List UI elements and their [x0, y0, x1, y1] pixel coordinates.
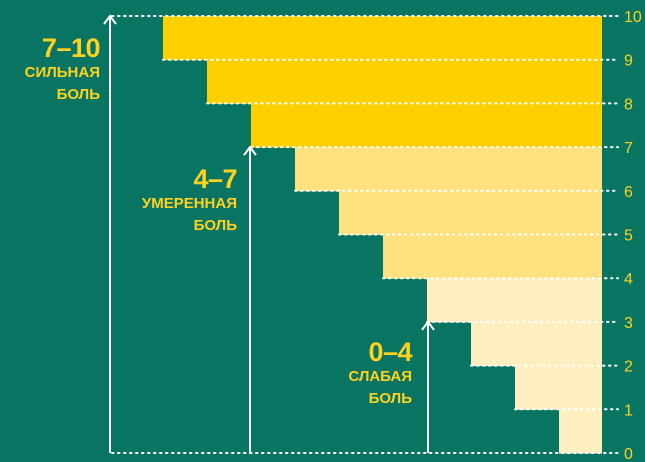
level-label-5: 5	[624, 228, 633, 245]
band-label-moderate: 4–7 УМЕРЕННАЯ БОЛЬ	[100, 164, 238, 237]
level-label-10: 10	[624, 9, 642, 26]
level-label-7: 7	[624, 140, 633, 157]
band-label-severe: 7–10 СИЛЬНАЯ БОЛЬ	[10, 33, 101, 106]
arrow-moderate-head	[243, 145, 257, 156]
level-label-1: 1	[624, 402, 633, 419]
level-label-4: 4	[624, 271, 633, 288]
level-label-9: 9	[624, 53, 633, 70]
scale-row-0-1	[559, 409, 602, 454]
band-range-mild: 0–4	[368, 337, 412, 367]
scale-row-1-2	[515, 365, 602, 410]
level-label-2: 2	[624, 359, 633, 376]
band-word-mild-2: БОЛЬ	[368, 390, 412, 408]
band-word-severe-1: СИЛЬНАЯ	[24, 64, 100, 82]
scale-row-3-4	[427, 278, 602, 323]
scale-row-9-10	[163, 16, 602, 61]
level-label-3: 3	[624, 315, 633, 332]
arrow-severe-head	[103, 14, 117, 25]
band-word-moderate-2: БОЛЬ	[193, 217, 237, 235]
scale-row-7-8	[251, 103, 602, 148]
band-label-mild: 0–4 СЛАБАЯ БОЛЬ	[300, 338, 412, 410]
band-range-moderate: 4–7	[193, 164, 237, 194]
scale-row-8-9	[207, 59, 602, 104]
band-word-mild-1: СЛАБАЯ	[348, 368, 412, 386]
level-label-0: 0	[624, 446, 633, 462]
arrow-mild-head	[421, 320, 435, 331]
level-label-6: 6	[624, 184, 633, 201]
scale-row-4-5	[383, 234, 602, 279]
scale-row-2-3	[471, 321, 602, 367]
band-word-moderate-1: УМЕРЕННАЯ	[141, 195, 237, 213]
band-word-severe-2: БОЛЬ	[56, 86, 100, 104]
scale-row-6-7	[295, 147, 602, 192]
level-label-8: 8	[624, 96, 633, 113]
scale-row-5-6	[339, 190, 602, 235]
band-range-severe: 7–10	[41, 33, 101, 63]
